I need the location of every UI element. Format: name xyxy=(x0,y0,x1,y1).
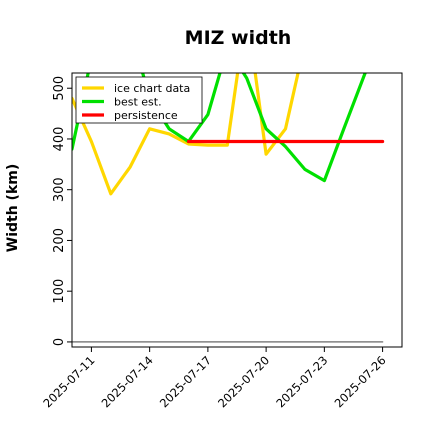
y-tick-label: 100 xyxy=(52,279,67,304)
y-tick-label: 400 xyxy=(52,127,67,152)
x-axis: 2025-07-11 2025-07-14 2025-07-17 2025-07-20… xyxy=(40,347,389,410)
y-axis: 0 100 200 300 400 500 xyxy=(52,76,72,346)
x-tick-label: 2025-07-20 xyxy=(215,353,272,410)
y-tick-label: 500 xyxy=(52,76,67,101)
series-line-ice-chart-data xyxy=(72,73,300,196)
x-tick-label: 2025-07-23 xyxy=(273,353,330,410)
y-tick-label: 0 xyxy=(52,338,67,346)
x-tick-label: 2025-07-14 xyxy=(99,353,156,410)
y-axis-label: Width (km) xyxy=(5,164,21,253)
legend-label-ice-chart-data: ice chart data xyxy=(114,82,190,95)
chart-title: MIZ width xyxy=(185,27,292,49)
legend-label-best-est: best est. xyxy=(114,96,162,109)
y-tick-label: 300 xyxy=(52,177,67,202)
x-tick-label: 2025-07-17 xyxy=(157,353,214,410)
y-tick-label: 200 xyxy=(52,228,67,253)
x-tick-label: 2025-07-11 xyxy=(40,353,97,410)
x-tick-label: 2025-07-26 xyxy=(332,353,389,410)
series-line-best-est xyxy=(72,73,367,183)
legend-label-persistence: persistence xyxy=(114,109,178,122)
series-layer xyxy=(72,73,385,343)
plot-frame xyxy=(71,72,403,348)
